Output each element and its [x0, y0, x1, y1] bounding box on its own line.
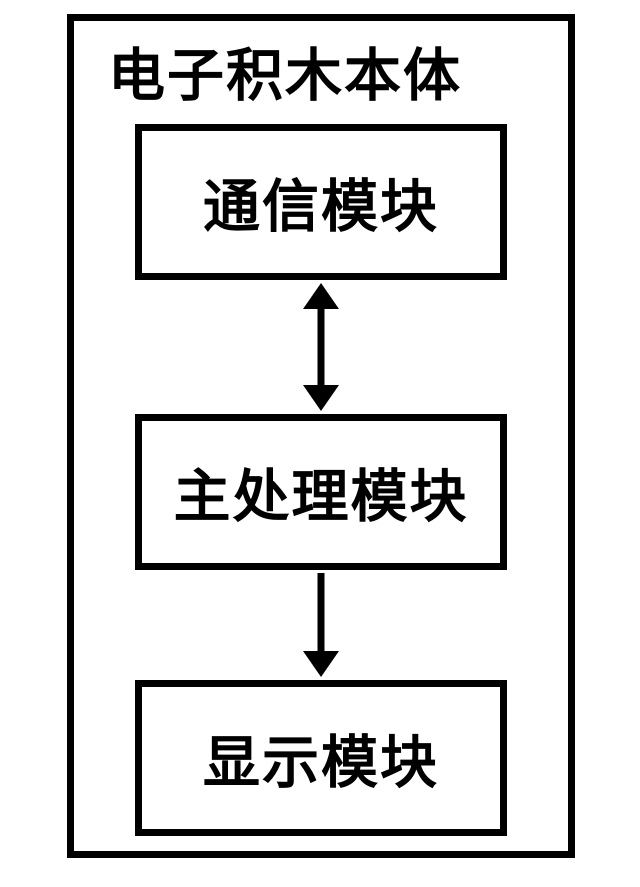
node-display: 显示模块 — [135, 680, 507, 836]
node-label-comm: 通信模块 — [203, 161, 439, 243]
node-proc: 主处理模块 — [135, 414, 507, 570]
node-label-proc: 主处理模块 — [174, 451, 469, 533]
node-label-display: 显示模块 — [203, 717, 439, 799]
diagram-title: 电子积木本体 — [108, 30, 462, 112]
edge-comm-proc — [301, 283, 341, 411]
edge-proc-display — [301, 573, 341, 677]
node-comm: 通信模块 — [135, 124, 507, 280]
